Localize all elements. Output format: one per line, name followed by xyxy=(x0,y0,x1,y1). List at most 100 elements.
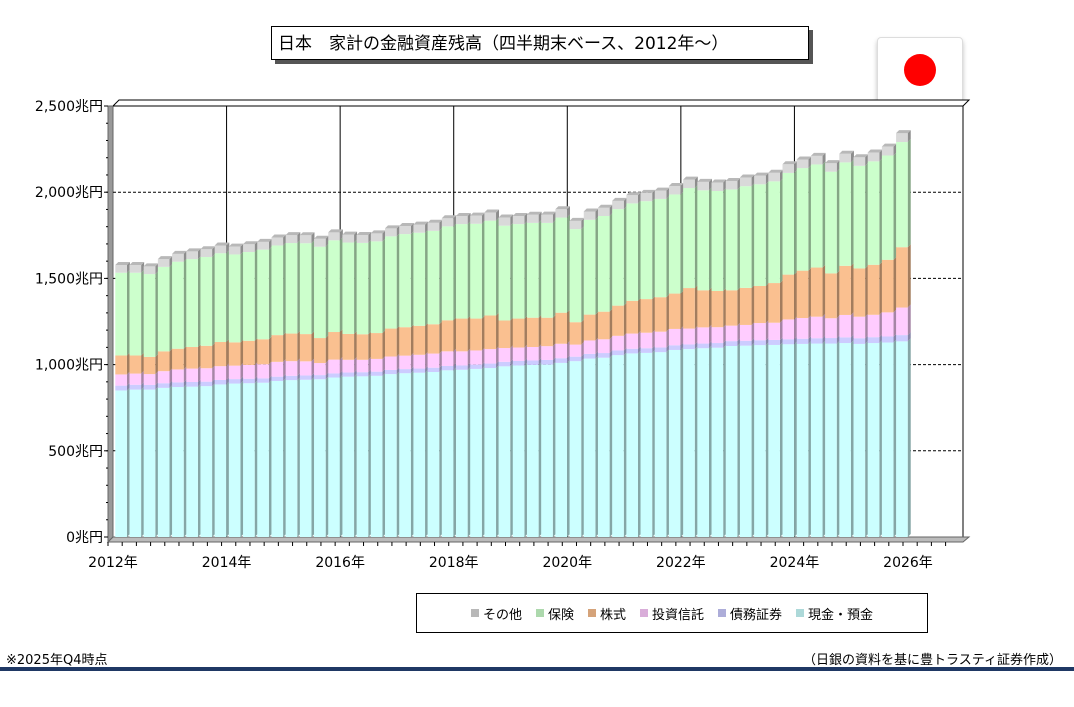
bar-side xyxy=(751,174,755,187)
bar-segment-3 xyxy=(711,290,724,328)
source-note: （日銀の資料を基に豊トラスティ証券作成） xyxy=(803,653,1062,668)
bar-top xyxy=(214,242,230,246)
bar-segment-2 xyxy=(597,339,610,354)
bar-segment-2 xyxy=(271,361,284,377)
bar-segment-4 xyxy=(839,162,851,266)
bar-side xyxy=(723,324,727,344)
bar-side xyxy=(609,336,613,354)
bar-segment-3 xyxy=(839,265,851,315)
bar-top xyxy=(200,246,216,250)
bar-top xyxy=(782,161,798,165)
bar-segment-3 xyxy=(768,283,780,323)
bar-segment-0 xyxy=(569,361,582,537)
bar-side xyxy=(666,187,670,199)
bar-side xyxy=(283,373,287,381)
bar-segment-5 xyxy=(484,212,497,221)
bar-segment-5 xyxy=(583,211,596,220)
bar-segment-1 xyxy=(810,338,823,344)
bar-side xyxy=(524,221,528,319)
bar-segment-1 xyxy=(370,371,383,376)
bar-top xyxy=(754,172,769,176)
bar-side xyxy=(808,340,812,537)
bar-side xyxy=(623,332,627,351)
bar-segment-3 xyxy=(810,267,823,317)
bar-segment-1 xyxy=(526,360,539,365)
y-tick-label: 1,000兆円 xyxy=(35,358,103,374)
bar-side xyxy=(822,264,826,317)
bar-side xyxy=(226,339,230,367)
bar-side xyxy=(467,221,471,319)
bar-side xyxy=(311,372,315,380)
bar-side xyxy=(510,214,514,226)
bar-segment-1 xyxy=(399,369,411,374)
bar-top xyxy=(228,243,244,247)
bar-segment-4 xyxy=(881,155,894,260)
bar-segment-5 xyxy=(385,228,397,237)
bar-side xyxy=(382,330,386,359)
bar-segment-2 xyxy=(825,318,837,339)
bar-segment-3 xyxy=(470,318,482,351)
bar-side xyxy=(552,356,556,365)
bar-segment-2 xyxy=(441,351,454,366)
bar-segment-1 xyxy=(654,347,667,353)
bar-segment-1 xyxy=(342,372,355,377)
bar-segment-4 xyxy=(541,222,553,318)
bar-segment-3 xyxy=(583,314,596,341)
bar-side xyxy=(325,235,329,247)
bar-segment-1 xyxy=(228,379,241,384)
bar-side xyxy=(425,322,429,355)
bar-segment-0 xyxy=(143,389,156,537)
bar-side xyxy=(893,256,897,313)
bar-side xyxy=(751,321,755,341)
bar-segment-5 xyxy=(654,190,667,199)
bar-side xyxy=(865,313,869,339)
bar-segment-2 xyxy=(668,328,681,346)
legend-item: 債務証券 xyxy=(718,604,782,623)
bar-side xyxy=(850,334,854,344)
bar-side xyxy=(510,317,514,349)
bar-side xyxy=(197,383,201,537)
bar-side xyxy=(481,347,485,365)
bar-side xyxy=(169,348,173,372)
bar-side xyxy=(581,358,585,537)
bar-side xyxy=(183,258,187,349)
y-tick-label: 2,000兆円 xyxy=(35,185,103,201)
legend-swatch xyxy=(535,609,544,617)
bar-segment-4 xyxy=(243,252,255,341)
bar-segment-4 xyxy=(683,188,695,289)
bar-segment-1 xyxy=(683,344,695,350)
bar-segment-1 xyxy=(299,375,312,380)
bar-segment-1 xyxy=(739,340,752,346)
bar-segment-0 xyxy=(526,364,539,537)
bar-segment-2 xyxy=(711,327,724,344)
bar-side xyxy=(609,212,613,312)
bar-side xyxy=(666,195,670,298)
bar-segment-5 xyxy=(370,233,383,242)
bar-segment-5 xyxy=(512,215,525,225)
bar-side xyxy=(751,337,755,346)
bar-top xyxy=(697,178,712,182)
bar-segment-4 xyxy=(526,222,539,318)
legend-label: 投資信託 xyxy=(652,607,705,623)
bar-segment-4 xyxy=(768,181,780,284)
bar-segment-2 xyxy=(186,368,198,383)
bar-side xyxy=(666,344,670,353)
bar-side xyxy=(268,379,272,537)
bar-side xyxy=(425,229,429,326)
bar-segment-3 xyxy=(228,342,241,366)
bar-segment-4 xyxy=(867,161,880,265)
bar-side xyxy=(623,347,627,356)
bar-segment-5 xyxy=(413,224,426,233)
bar-segment-2 xyxy=(299,361,312,376)
bar-segment-2 xyxy=(697,327,709,344)
bar-segment-0 xyxy=(739,345,752,537)
bar-segment-5 xyxy=(498,217,511,226)
bar-segment-5 xyxy=(683,179,695,189)
bar-segment-2 xyxy=(214,366,227,380)
bar-side xyxy=(453,362,457,371)
y-tick-label: 1,500兆円 xyxy=(35,271,103,287)
bar-side xyxy=(652,345,656,353)
bar-segment-4 xyxy=(697,190,709,291)
bar-side xyxy=(283,242,287,336)
bar-segment-5 xyxy=(782,164,795,173)
